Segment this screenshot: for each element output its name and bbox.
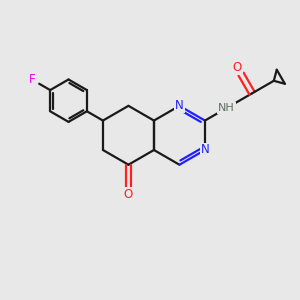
- Text: O: O: [232, 61, 242, 74]
- Text: N: N: [175, 99, 184, 112]
- Text: NH: NH: [218, 103, 235, 113]
- Text: F: F: [29, 73, 36, 86]
- Text: N: N: [201, 143, 209, 157]
- Text: O: O: [124, 188, 133, 201]
